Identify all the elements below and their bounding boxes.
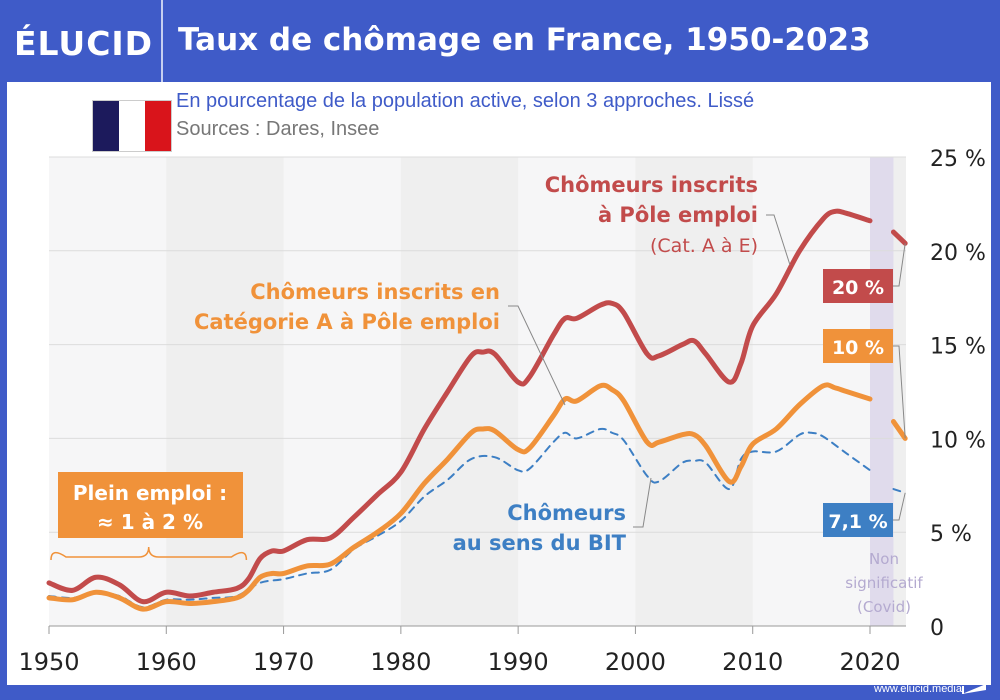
chart-sources: Sources : Dares, Insee xyxy=(176,118,380,140)
chart-panel xyxy=(7,82,991,685)
flag-red-stripe xyxy=(145,101,171,151)
page-title: Taux de chômage en France, 1950-2023 xyxy=(178,22,871,58)
elucid-flag-icon xyxy=(962,684,986,694)
header-divider xyxy=(161,0,163,82)
footer-url[interactable]: www.elucid.media xyxy=(873,683,962,695)
france-flag-icon xyxy=(92,100,172,152)
header: ÉLUCID Taux de chômage en France, 1950-2… xyxy=(0,0,1000,82)
flag-blue-stripe xyxy=(93,101,119,151)
elucid-logo: ÉLUCID xyxy=(14,24,154,63)
flag-white-stripe xyxy=(119,101,145,151)
chart-subtitle: En pourcentage de la population active, … xyxy=(176,90,755,112)
